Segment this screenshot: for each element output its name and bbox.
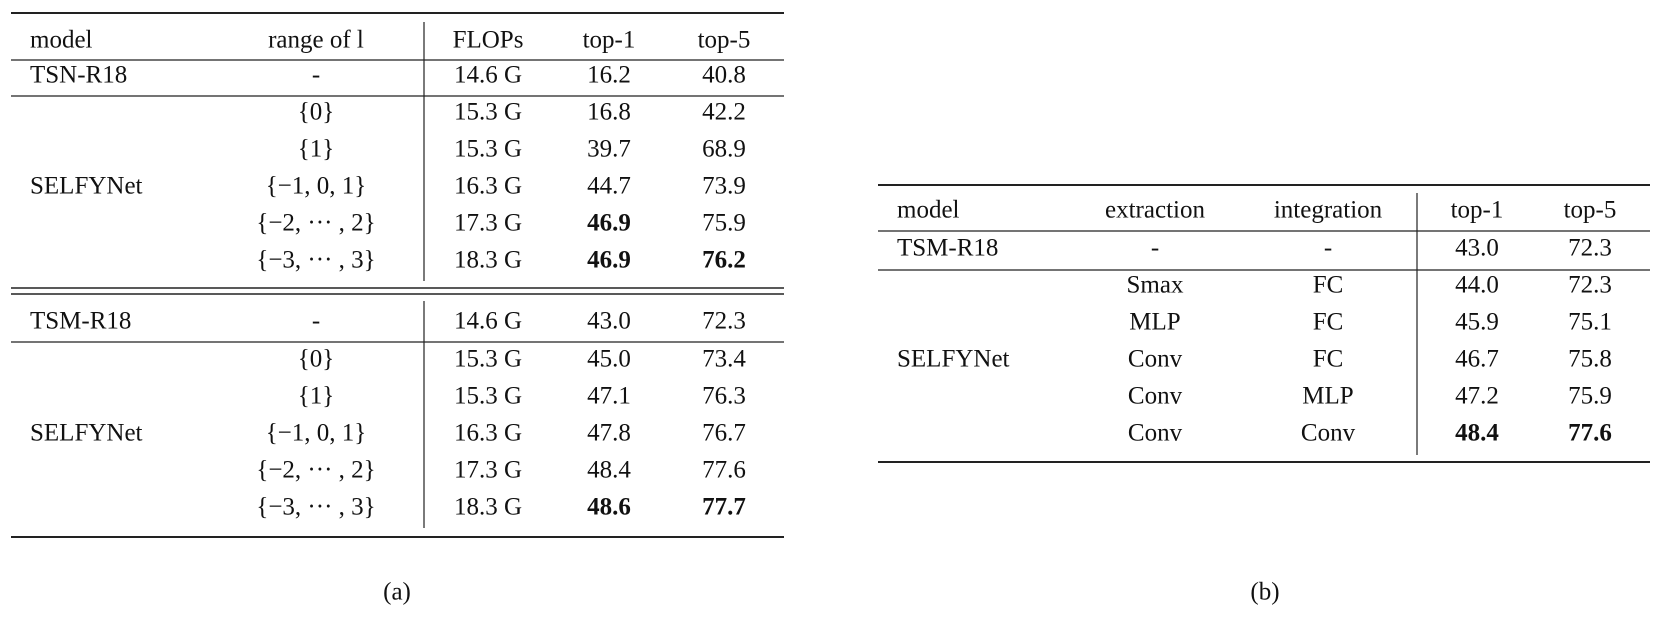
cell: 72.3 <box>702 308 746 335</box>
cell: {−2, ··· , 2} <box>256 210 375 237</box>
model-cell: TSN-R18 <box>30 62 127 89</box>
cell: 46.9 <box>587 247 631 274</box>
cell: 73.9 <box>702 173 746 200</box>
cell: 77.6 <box>702 457 746 484</box>
cell: 15.3 G <box>454 346 522 373</box>
cell: 75.9 <box>1568 383 1612 410</box>
cell: 43.0 <box>1455 235 1499 262</box>
header-cell: top-1 <box>583 27 636 54</box>
model-cell: TSM-R18 <box>30 308 131 335</box>
header-cell: model <box>897 197 960 224</box>
cell: 47.1 <box>587 383 631 410</box>
cell: 18.3 G <box>454 494 522 521</box>
cell: {1} <box>298 136 335 163</box>
cell: {−3, ··· , 3} <box>256 247 375 274</box>
cell: 76.2 <box>702 247 746 274</box>
cell: 15.3 G <box>454 136 522 163</box>
cell: FC <box>1313 346 1344 373</box>
model-cell: SELFYNet <box>30 420 143 447</box>
cell: {−3, ··· , 3} <box>256 494 375 521</box>
cell: 45.9 <box>1455 309 1499 336</box>
cell: Conv <box>1128 420 1183 447</box>
header-cell: top-1 <box>1451 197 1504 224</box>
cell: Conv <box>1128 383 1183 410</box>
cell: 68.9 <box>702 136 746 163</box>
cell: 47.8 <box>587 420 631 447</box>
cell: {−1, 0, 1} <box>266 420 367 447</box>
cell: - <box>1151 235 1159 262</box>
cell: 75.1 <box>1568 309 1612 336</box>
cell: - <box>1324 235 1332 262</box>
cell: 48.6 <box>587 494 631 521</box>
cell: 42.2 <box>702 99 746 126</box>
cell: 16.2 <box>587 62 631 89</box>
cell: 73.4 <box>702 346 746 373</box>
cell: 44.0 <box>1455 272 1499 299</box>
cell: 48.4 <box>1455 420 1499 447</box>
cell: 40.8 <box>702 62 746 89</box>
cell: Smax <box>1127 272 1184 299</box>
caption: (a) <box>383 579 411 606</box>
cell: 17.3 G <box>454 457 522 484</box>
cell: {0} <box>298 99 335 126</box>
cell: 16.3 G <box>454 173 522 200</box>
cell: 14.6 G <box>454 62 522 89</box>
cell: 14.6 G <box>454 308 522 335</box>
cell: Conv <box>1128 346 1183 373</box>
cell: {−1, 0, 1} <box>266 173 367 200</box>
cell: {1} <box>298 383 335 410</box>
cell: 76.3 <box>702 383 746 410</box>
cell: 77.6 <box>1568 420 1612 447</box>
cell: 46.7 <box>1455 346 1499 373</box>
cell: FC <box>1313 309 1344 336</box>
cell: 15.3 G <box>454 383 522 410</box>
header-cell: integration <box>1274 197 1383 224</box>
cell: 77.7 <box>702 494 746 521</box>
cell: 46.9 <box>587 210 631 237</box>
cell: MLP <box>1302 383 1353 410</box>
cell: 39.7 <box>587 136 631 163</box>
cell: {−2, ··· , 2} <box>256 457 375 484</box>
cell: 45.0 <box>587 346 631 373</box>
model-cell: SELFYNet <box>30 173 143 200</box>
header-cell: top-5 <box>698 27 751 54</box>
cell: 18.3 G <box>454 247 522 274</box>
caption: (b) <box>1250 579 1279 606</box>
header-cell: range of l <box>268 27 364 54</box>
cell: 48.4 <box>587 457 631 484</box>
cell: - <box>312 62 320 89</box>
cell: 76.7 <box>702 420 746 447</box>
cell: Conv <box>1301 420 1356 447</box>
header-cell: extraction <box>1105 197 1205 224</box>
cell: 75.9 <box>702 210 746 237</box>
cell: {0} <box>298 346 335 373</box>
cell: 47.2 <box>1455 383 1499 410</box>
cell: MLP <box>1129 309 1180 336</box>
cell: 72.3 <box>1568 272 1612 299</box>
cell: 43.0 <box>587 308 631 335</box>
cell: FC <box>1313 272 1344 299</box>
cell: 16.3 G <box>454 420 522 447</box>
cell: 72.3 <box>1568 235 1612 262</box>
cell: 16.8 <box>587 99 631 126</box>
cell: - <box>312 308 320 335</box>
header-cell: model <box>30 27 93 54</box>
cell: 44.7 <box>587 173 631 200</box>
model-cell: SELFYNet <box>897 346 1010 373</box>
cell: 75.8 <box>1568 346 1612 373</box>
header-cell: FLOPs <box>453 27 524 54</box>
cell: 17.3 G <box>454 210 522 237</box>
header-cell: top-5 <box>1564 197 1617 224</box>
cell: 15.3 G <box>454 99 522 126</box>
model-cell: TSM-R18 <box>897 235 998 262</box>
